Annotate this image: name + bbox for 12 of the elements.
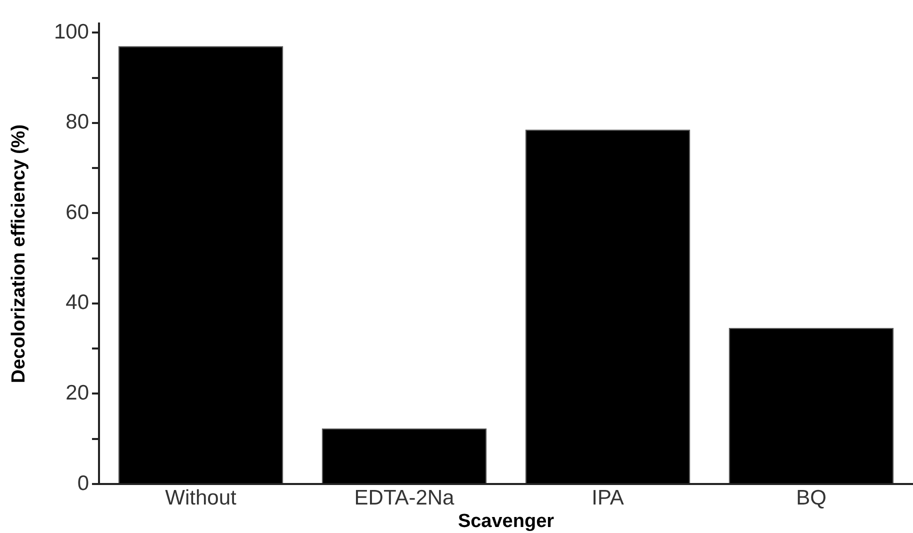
y-tick-label: 40 [66, 291, 89, 314]
y-axis-title: Decolorization efficiency (%) [8, 124, 30, 384]
x-tick-label: EDTA-2Na [354, 486, 455, 510]
y-tick-label: 20 [66, 382, 89, 405]
x-tick-label: BQ [796, 486, 826, 510]
x-axis-title: Scavenger [458, 510, 555, 532]
x-tick-label: Without [165, 486, 237, 510]
y-tick-label: 80 [66, 110, 89, 134]
x-tick-label: IPA [592, 486, 624, 510]
y-tick-label: 0 [77, 472, 89, 495]
y-tick-label: 100 [54, 20, 89, 44]
y-tick-label: 60 [66, 200, 89, 224]
